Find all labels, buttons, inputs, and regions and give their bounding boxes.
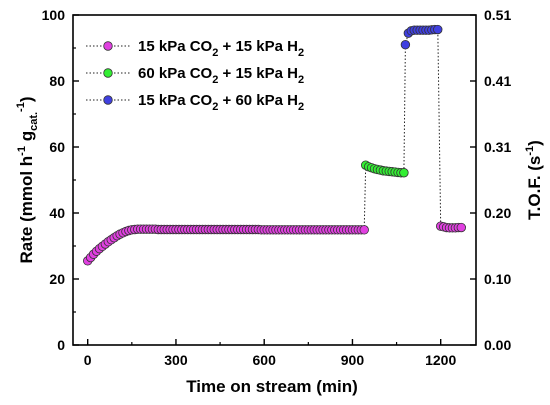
legend: 15 kPa CO2 + 15 kPa H2 60 kPa CO2 + 15 kP… [86,38,304,113]
y-right-tick-label: 0.20 [484,205,511,221]
legend-label: 15 kPa CO2 + 60 kPa H2 [138,92,304,113]
y-axis-left-title-end: ) [17,97,36,103]
y-left-tick-label: 100 [42,7,66,23]
x-tick-label: 1200 [425,352,456,368]
legend-marker [103,41,113,51]
data-point-series-2 [433,24,443,35]
legend-marker [103,95,113,105]
x-tick-label: 900 [341,352,365,368]
data-point-series-1 [399,168,409,178]
y-right-tick-label: 0.00 [484,337,511,353]
y-axis-left-title-main: Rate (mmol h [17,156,36,264]
y-axis-left-title-sup1: -1 [16,146,28,156]
y-right-tick-label: 0.31 [484,139,511,155]
legend-label: 60 kPa CO2 + 15 kPa H2 [138,65,304,86]
y-axis-left-title-sup2: -1 [15,102,27,112]
y-axis-right-title: T.O.F. (s-1) [524,140,544,220]
y-left-tick-label: 40 [49,205,65,221]
x-tick-label: 300 [164,352,188,368]
y-axis-right-title-sup: -1 [524,146,536,156]
data-points [83,24,466,266]
x-axis-title: Time on stream (min) [186,377,358,396]
y-left-tick-label: 20 [49,271,65,287]
y-left-tick-label: 0 [57,337,65,353]
y-right-tick-label: 0.51 [484,7,511,23]
y-axis-right-title-main: T.O.F. (s [525,156,544,220]
y-left-tick-label: 80 [49,73,65,89]
legend-label: 15 kPa CO2 + 15 kPa H2 [138,38,304,59]
y-right-tick-label: 0.10 [484,271,511,287]
x-tick-label: 600 [253,352,277,368]
y-left-tick-label: 60 [49,139,65,155]
y-axis-left-title-mid: g [17,131,36,146]
data-point-series-3 [456,222,466,233]
y-axis-left-title: Rate (mmol h-1 gcat.-1) [15,97,40,264]
y-right-tick-label: 0.41 [484,73,511,89]
axis-ticks: 0 300 600 900 1200 0 20 40 60 80 100 0.00 0.10 0.20 0.… [42,7,512,368]
data-point-series-2 [400,40,411,50]
legend-marker [103,68,113,78]
y-axis-left-title-sub: cat. [28,112,40,131]
x-tick-label: 0 [84,352,92,368]
data-point-series-0 [359,225,369,235]
y-axis-right-title-end: ) [525,140,544,146]
